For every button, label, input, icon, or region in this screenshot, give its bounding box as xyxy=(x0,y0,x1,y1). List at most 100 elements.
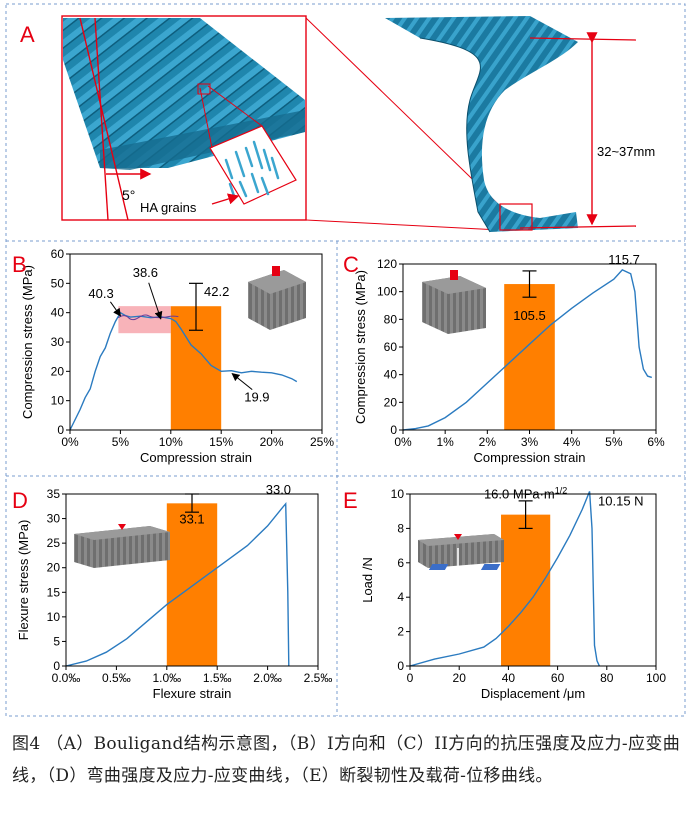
x-tick-label-e: 20 xyxy=(453,671,467,685)
y-tick-label-d: 25 xyxy=(47,536,61,550)
annotation-b: 40.3 xyxy=(88,286,113,301)
cube-specimen-b xyxy=(248,266,306,330)
y-tick-label-b: 0 xyxy=(57,423,64,437)
y-tick-label-b: 40 xyxy=(51,306,65,320)
x-tick-label-c: 6% xyxy=(647,435,665,449)
y-tick-label-b: 30 xyxy=(51,335,65,349)
y-tick-label-b: 50 xyxy=(51,276,65,290)
x-tick-label-b: 20% xyxy=(260,435,284,449)
curve-e xyxy=(409,491,601,667)
y-axis-label-c: Compression stress (MPa) xyxy=(353,270,368,424)
angle-label: 5° xyxy=(122,187,135,203)
axes-frame-d xyxy=(65,493,319,667)
x-tick-label-e: 80 xyxy=(600,671,614,685)
ha-grains-label: HA grains xyxy=(140,200,197,215)
axes-frame-e xyxy=(409,493,657,667)
x-axis-label-c: Compression strain xyxy=(474,450,586,465)
angle-line-1 xyxy=(79,17,129,221)
panel-letter-c: C xyxy=(343,252,359,277)
y-tick-label-d: 10 xyxy=(47,610,61,624)
y-tick-label-d: 15 xyxy=(47,585,61,599)
y-tick-label-d: 30 xyxy=(47,512,61,526)
x-tick-label-c: 2% xyxy=(479,435,497,449)
annotation-arrow-b xyxy=(231,373,253,391)
panel-letter-b: B xyxy=(12,252,27,277)
annotation-b: 19.9 xyxy=(244,390,269,405)
beam-specimen-e xyxy=(418,534,504,570)
x-tick-label-d: 1.5‰ xyxy=(203,671,232,685)
plateau-band xyxy=(118,306,171,334)
y-tick-label-c: 100 xyxy=(377,285,397,299)
connector-top xyxy=(305,17,499,205)
bar-label-e: 16.0 MPa·m1/2 xyxy=(484,486,567,502)
bar-label-b: 42.2 xyxy=(204,284,229,299)
y-tick-label-e: 10 xyxy=(391,487,405,501)
bar-label-d: 33.1 xyxy=(179,511,204,526)
y-tick-label-e: 6 xyxy=(397,556,404,570)
ha-grains-inset xyxy=(197,83,297,205)
height-label: 32~37mm xyxy=(597,144,655,159)
y-tick-label-c: 0 xyxy=(390,423,397,437)
x-tick-label-c: 5% xyxy=(605,435,623,449)
y-tick-label-b: 20 xyxy=(51,364,65,378)
y-tick-label-e: 8 xyxy=(397,521,404,535)
chart-e: 0 20 40 60 80 100 0 2 4 6 8 10 Displacement /μm Load … xyxy=(360,486,666,701)
bar-e xyxy=(501,514,551,666)
x-tick-label-d: 2.5‰ xyxy=(304,671,333,685)
chart-c: 0% 1% 2% 3% 4% 5% 6% 0 20 40 60 80 100 120 Compression… xyxy=(353,252,665,465)
bar-label-c: 105.5 xyxy=(513,308,546,323)
bar-d xyxy=(166,503,218,666)
bouligand-helix xyxy=(385,16,578,233)
x-tick-label-c: 0% xyxy=(394,435,412,449)
y-tick-label-c: 60 xyxy=(384,340,398,354)
x-tick-label-d: 0.0‰ xyxy=(52,671,81,685)
x-tick-label-b: 5% xyxy=(112,435,130,449)
x-tick-label-e: 40 xyxy=(502,671,516,685)
x-tick-label-e: 100 xyxy=(646,671,666,685)
x-tick-label-d: 0.5‰ xyxy=(102,671,131,685)
zoom-frame xyxy=(61,15,307,221)
curve-c xyxy=(402,269,653,431)
connector-bottom xyxy=(305,219,501,231)
y-tick-label-c: 80 xyxy=(384,312,398,326)
x-tick-label-b: 0% xyxy=(61,435,79,449)
y-axis-label-b: Compression stress (MPa) xyxy=(20,265,35,419)
angle-line-2 xyxy=(94,17,109,221)
x-tick-label-e: 0 xyxy=(407,671,414,685)
annotation-arrow-b xyxy=(109,301,121,317)
y-tick-label-b: 10 xyxy=(51,394,65,408)
panel-letter-d: D xyxy=(12,488,28,513)
panel-a: A 5° HA grains xyxy=(20,15,655,233)
bar-label-sup-e: 1/2 xyxy=(555,486,568,496)
y-tick-label-d: 0 xyxy=(53,659,60,673)
annotation-b: 38.6 xyxy=(133,265,158,280)
x-tick-label-c: 3% xyxy=(521,435,539,449)
chart-b: 0% 5% 10% 15% 20% 25% 0 10 20 30 40 50 60 Compression… xyxy=(20,247,334,465)
y-tick-label-d: 35 xyxy=(47,487,61,501)
y-tick-label-d: 20 xyxy=(47,561,61,575)
height-guide-bottom xyxy=(519,225,637,229)
height-guide-top xyxy=(529,37,637,41)
x-tick-label-d: 2.0‰ xyxy=(253,671,282,685)
panel-letter-a: A xyxy=(20,22,35,47)
y-axis-label-e: Load /N xyxy=(360,557,375,603)
x-tick-label-c: 1% xyxy=(436,435,454,449)
bar-c xyxy=(504,284,555,430)
annotation-d: 33.0 xyxy=(266,482,291,497)
plateau-wiggle xyxy=(118,314,179,321)
curve-d xyxy=(65,501,290,667)
figure: A 5° HA grains xyxy=(5,3,686,717)
x-axis-label-e: Displacement /μm xyxy=(481,686,585,701)
fiber-bundle xyxy=(63,18,305,170)
y-tick-label-c: 40 xyxy=(384,368,398,382)
chart-d: 0.0‰ 0.5‰ 1.0‰ 1.5‰ 2.0‰ 2.5‰ 0 5 10 15 20 25 30 35 Fl… xyxy=(16,482,332,701)
x-tick-label-b: 25% xyxy=(310,435,334,449)
beam-specimen-d xyxy=(74,524,170,568)
y-tick-label-c: 20 xyxy=(384,395,398,409)
y-axis-label-d: Flexure stress (MPa) xyxy=(16,520,31,641)
figure-caption: 图4 （A）Bouligand结构示意图，（B）I方向和（C）II方向的抗压强度… xyxy=(12,734,680,786)
panel-letter-e: E xyxy=(343,488,358,513)
x-axis-label-d: Flexure strain xyxy=(153,686,232,701)
y-tick-label-e: 4 xyxy=(397,590,404,604)
x-tick-label-b: 10% xyxy=(159,435,183,449)
